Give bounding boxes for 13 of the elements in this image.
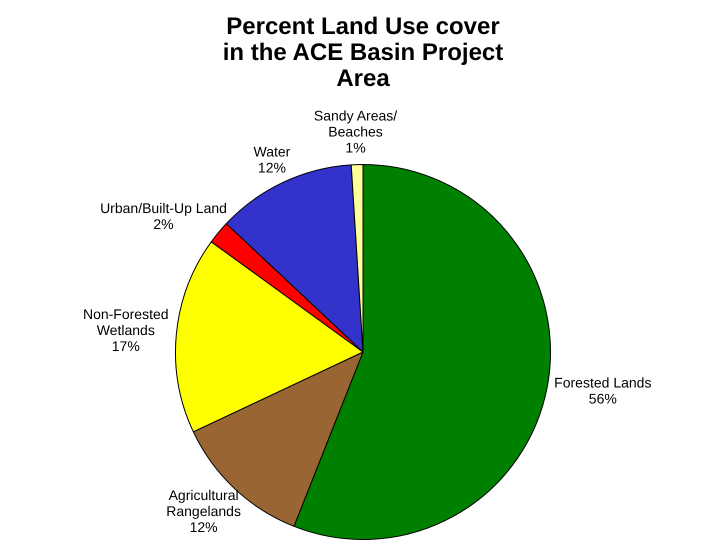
data-label: 12%: [190, 518, 218, 535]
slice-label: Forested Lands: [554, 374, 652, 390]
data-label: 2%: [153, 216, 174, 232]
slice-label: Sandy Areas/ Beaches: [314, 107, 398, 140]
data-label: 12%: [258, 159, 286, 176]
data-label: 17%: [112, 338, 140, 354]
slice-label: Water: [254, 143, 291, 160]
slice-label: Urban/Built-Up Land: [100, 200, 227, 216]
chart-title: Percent Land Use cover in the ACE Basin Project Area: [222, 13, 504, 92]
slice-label: Non-Forested Wetlands: [82, 306, 169, 338]
slice-label: Agricultural Rangelands: [166, 486, 241, 519]
data-label: 1%: [345, 139, 366, 156]
data-label: 56%: [588, 390, 617, 406]
